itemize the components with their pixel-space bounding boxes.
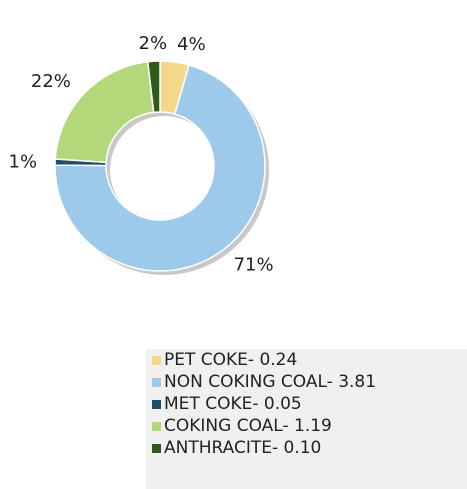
legend-label-non-coking-coal: NON COKING COAL- 3.81: [164, 372, 377, 392]
slice-coking-coal[interactable]: [54, 60, 155, 164]
legend-swatch-pet-coke: [152, 355, 161, 365]
legend-swatch-anthracite: [152, 443, 161, 453]
percent-label-met-coke: 1%: [9, 151, 38, 172]
legend-item-met-coke: MET COKE- 0.05: [152, 393, 302, 415]
legend-swatch-met-coke: [152, 399, 161, 409]
percent-label-pet-coke: 4%: [177, 34, 206, 55]
legend-item-coking-coal: COKING COAL- 1.19: [152, 415, 332, 437]
legend-item-anthracite: ANTHRACITE- 0.10: [152, 437, 321, 459]
percent-label-non-coking-coal: 71%: [234, 255, 274, 276]
percent-label-anthracite: 2%: [139, 33, 168, 54]
slice-anthracite[interactable]: [146, 60, 161, 114]
slice-non-coking-coal[interactable]: [54, 64, 266, 272]
percent-label-coking-coal: 22%: [31, 71, 71, 92]
legend-item-pet-coke: PET COKE- 0.24: [152, 349, 297, 371]
chart-legend: PET COKE- 0.24 NON COKING COAL- 3.81 MET…: [146, 349, 467, 489]
legend-label-pet-coke: PET COKE- 0.24: [164, 350, 298, 370]
legend-label-met-coke: MET COKE- 0.05: [164, 394, 302, 414]
legend-swatch-coking-coal: [152, 421, 161, 431]
legend-label-coking-coal: COKING COAL- 1.19: [164, 416, 332, 436]
legend-swatch-non-coking-coal: [152, 377, 161, 387]
legend-label-anthracite: ANTHRACITE- 0.10: [164, 438, 322, 458]
donut-chart: 4% 71% 1% 22% 2%: [9, 33, 274, 276]
legend-item-non-coking-coal: NON COKING COAL- 3.81: [152, 371, 376, 393]
